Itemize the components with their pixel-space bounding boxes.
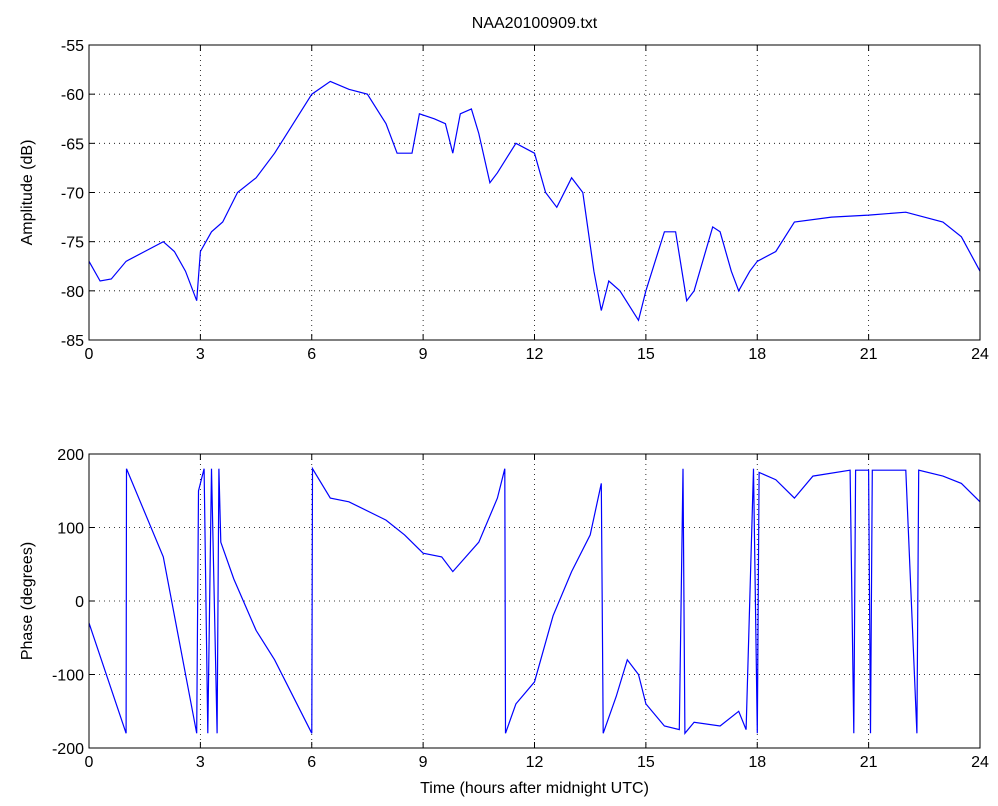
x-tick-label: 18 [748, 754, 766, 771]
x-tick-label: 9 [419, 754, 428, 771]
x-tick-label: 3 [196, 346, 205, 363]
x-tick-label: 21 [860, 346, 878, 363]
y-tick-label: -80 [61, 284, 84, 301]
y-tick-label: -55 [61, 38, 84, 55]
y-tick-label: -100 [52, 668, 84, 685]
x-tick-label: 12 [526, 754, 544, 771]
x-tick-label: 3 [196, 754, 205, 771]
y-tick-label: -70 [61, 186, 84, 203]
x-tick-label: 18 [748, 346, 766, 363]
axes-frame [88, 44, 981, 341]
y-tick-label: -65 [61, 136, 84, 153]
y-tick-label: -200 [52, 741, 84, 758]
y-tick-label: -75 [61, 235, 84, 252]
y-tick-label: 100 [57, 521, 84, 538]
y-tick-label: -60 [61, 87, 84, 104]
data-line [88, 466, 981, 735]
x-tick-label: 6 [307, 754, 316, 771]
y-axis-label: Phase (degrees) [19, 542, 36, 660]
x-tick-label: 9 [419, 346, 428, 363]
y-tick-label: 0 [75, 594, 84, 611]
x-tick-label: 24 [971, 346, 989, 363]
x-tick-label: 0 [85, 754, 94, 771]
x-tick-label: 24 [971, 754, 989, 771]
x-tick-label: 6 [307, 346, 316, 363]
y-tick-label: -85 [61, 333, 84, 350]
x-tick-label: 15 [637, 754, 655, 771]
x-tick-label: 15 [637, 346, 655, 363]
y-tick-label: 200 [57, 447, 84, 464]
y-axis-label: Amplitude (dB) [19, 140, 36, 246]
x-tick-label: 21 [860, 754, 878, 771]
x-tick-label: 12 [526, 346, 544, 363]
axes-frame [88, 453, 981, 749]
x-axis-label: Time (hours after midnight UTC) [420, 780, 649, 797]
chart-title: NAA20100909.txt [472, 15, 598, 32]
data-line [88, 80, 981, 322]
x-tick-label: 0 [85, 346, 94, 363]
